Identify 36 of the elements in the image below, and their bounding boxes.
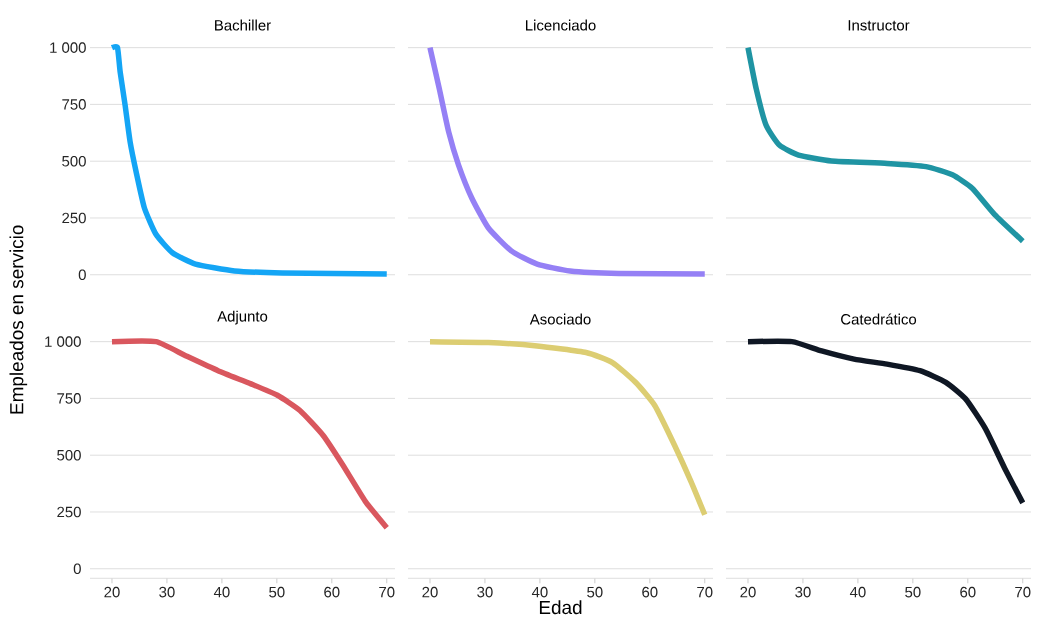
x-tick-label: 50 [905, 586, 921, 598]
x-tick-label: 40 [531, 586, 548, 598]
chart-title: Catedrático [841, 313, 917, 325]
x-tick-label: 60 [324, 586, 340, 598]
y-tick-label: 1 000 [45, 336, 81, 347]
y-axis-title: Empleados en servicio [9, 225, 28, 414]
x-tick-label: 30 [159, 586, 175, 598]
chart-title: Instructor [848, 20, 910, 31]
x-tick-label: 40 [213, 586, 230, 598]
x-tick-label: 30 [795, 586, 811, 598]
x-tick-label: 30 [477, 586, 493, 598]
x-tick-label: 60 [960, 586, 976, 598]
y-tick-label: 500 [62, 155, 86, 167]
y-tick-label: 500 [57, 449, 81, 461]
y-tick-label: 750 [57, 393, 81, 404]
x-tick-label: 50 [269, 586, 285, 598]
x-tick-label: 70 [1015, 586, 1031, 598]
x-tick-label: 50 [587, 586, 603, 598]
y-tick-label: 250 [57, 506, 81, 518]
y-tick-label: 250 [62, 212, 86, 224]
chart-title: Adjunto [217, 310, 268, 325]
x-axis-title: Edad [539, 600, 582, 615]
x-tick-label: 70 [697, 586, 713, 598]
x-tick-label: 20 [740, 586, 756, 598]
chart-title: Licenciado [526, 19, 596, 31]
x-tick-label: 70 [379, 586, 395, 598]
y-tick-label: 1 000 [50, 42, 86, 53]
x-tick-label: 20 [104, 586, 120, 598]
x-tick-label: 20 [422, 586, 438, 598]
chart-title: Bachiller [215, 19, 271, 31]
y-tick-label: 0 [73, 563, 81, 575]
y-tick-label: 0 [78, 269, 86, 281]
x-tick-label: 40 [849, 586, 866, 598]
chart-title: Asociado [529, 313, 591, 325]
y-tick-label: 750 [62, 99, 86, 110]
x-tick-label: 60 [642, 586, 658, 598]
